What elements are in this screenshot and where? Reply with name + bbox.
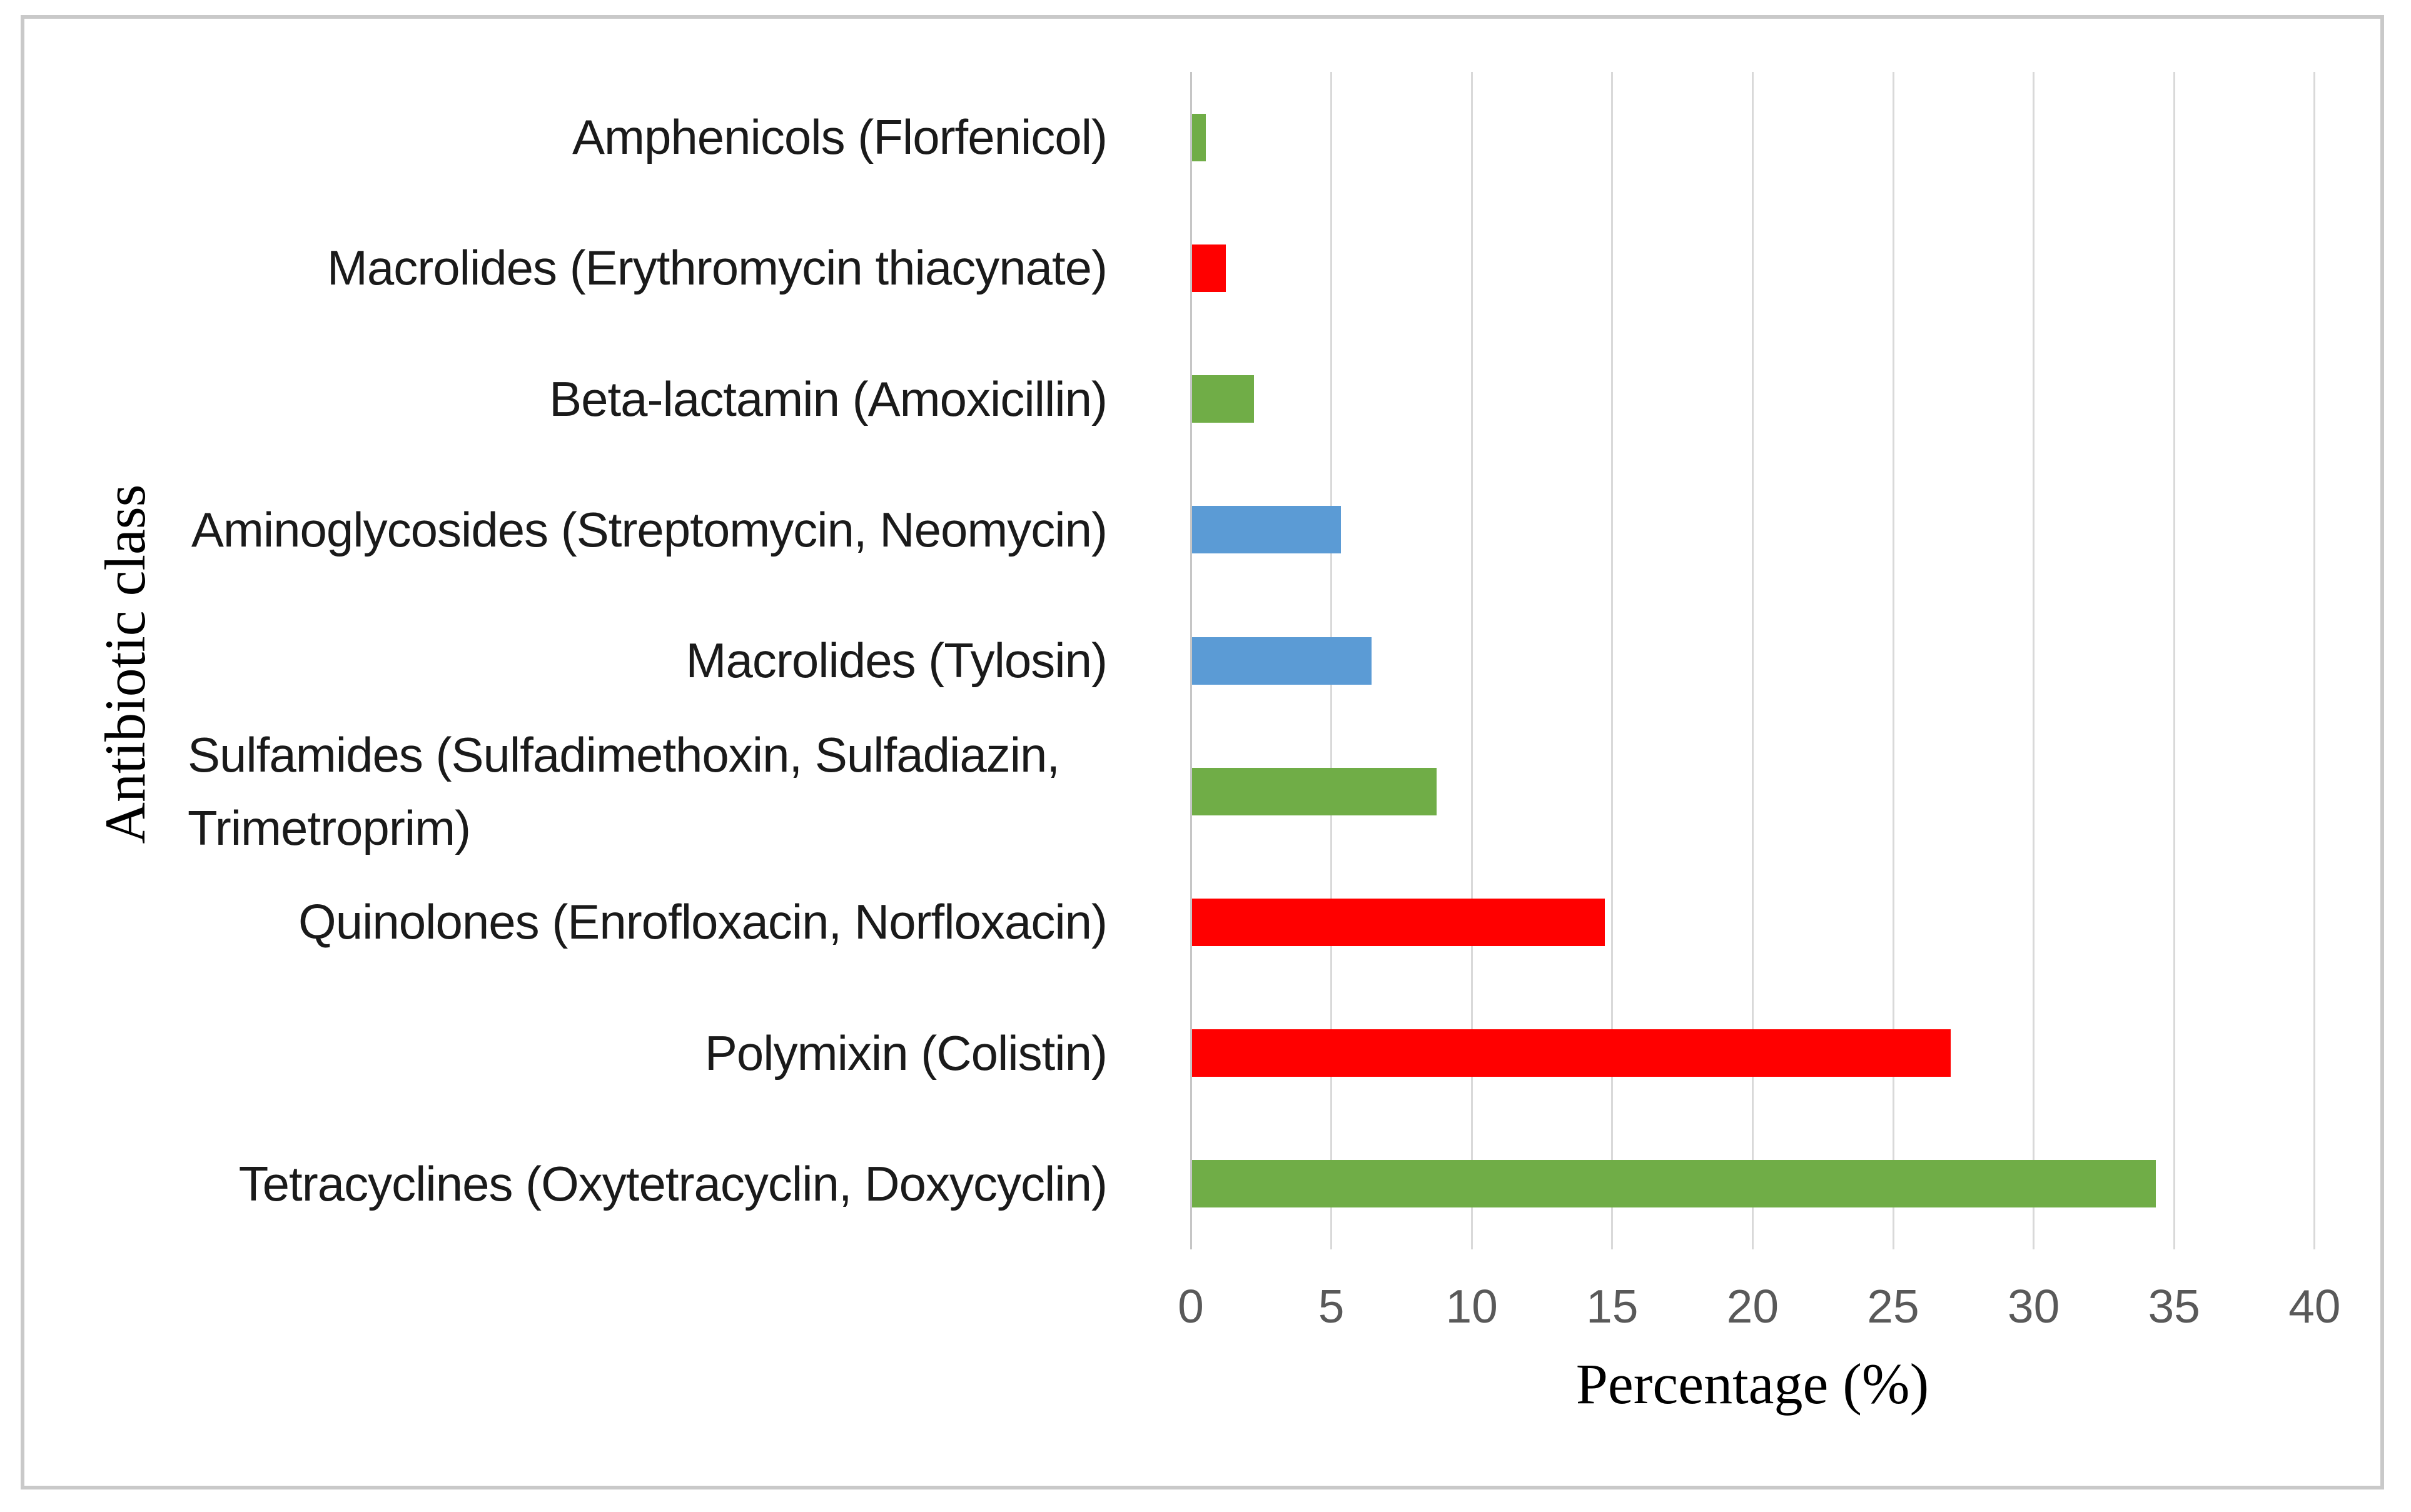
category-label-line: Beta-lactamin (Amoxicillin) [549,371,1108,426]
category-label-line: Macrolides (Erythromycin thiacynate) [326,240,1108,296]
bar [1192,637,1372,685]
x-tick-label: 0 [1178,1280,1204,1333]
gridline [1751,72,1754,1249]
bar [1192,1160,2156,1208]
bar [1192,506,1342,554]
category-label-line: Amphenicols (Florfenicol) [572,109,1108,165]
category-label: Sulfamides (Sulfadimethoxin, Sulfadiazin… [188,726,1107,857]
category-label-line: Sulfamides (Sulfadimethoxin, Sulfadiazin… [188,727,1060,782]
category-label-line: Quinolones (Enrofloxacin, Norfloxacin) [298,894,1108,950]
category-label-line: Trimetroprim) [188,800,471,855]
category-label: Polymixin (Colistin) [188,988,1108,1119]
category-label: Tetracyclines (Oxytetracyclin, Doxycycli… [188,1119,1108,1249]
gridline [2173,72,2175,1249]
category-label-line: Macrolides (Tylosin) [685,632,1108,688]
category-label: Amphenicols (Florfenicol) [188,72,1108,203]
gridline [1470,72,1473,1249]
x-tick-label: 15 [1586,1280,1639,1333]
category-label: Beta-lactamin (Amoxicillin) [188,333,1108,464]
bar [1192,898,1605,946]
bar [1192,375,1254,423]
x-tick-label: 20 [1726,1280,1779,1333]
x-tick-label: 30 [2007,1280,2060,1333]
gridline [2313,72,2316,1249]
bar [1192,244,1226,292]
bar [1192,767,1437,815]
category-label: Aminoglycosides (Streptomycin, Neomycin) [188,465,1108,595]
y-axis-title: Antibiotic class [93,484,157,844]
category-label-line: Aminoglycosides (Streptomycin, Neomycin) [191,501,1108,557]
x-tick-label: 35 [2148,1280,2200,1333]
x-axis-title: Percentage (%) [1575,1352,1929,1416]
bar [1192,113,1206,161]
category-label: Quinolones (Enrofloxacin, Norfloxacin) [188,857,1108,987]
category-label-line: Polymixin (Colistin) [704,1025,1108,1081]
x-tick-label: 5 [1318,1280,1345,1333]
category-label-line: Tetracyclines (Oxytetracyclin, Doxycycli… [238,1156,1108,1211]
gridline [1611,72,1614,1249]
x-tick-label: 25 [1867,1280,1919,1333]
category-label: Macrolides (Erythromycin thiacynate) [188,203,1108,333]
x-tick-label: 40 [2288,1280,2341,1333]
value-axis-line [1190,72,1192,1249]
bar [1192,1029,1951,1077]
x-tick-label: 10 [1445,1280,1498,1333]
gridline [2033,72,2035,1249]
gridline [1892,72,1894,1249]
category-label: Macrolides (Tylosin) [188,595,1108,726]
